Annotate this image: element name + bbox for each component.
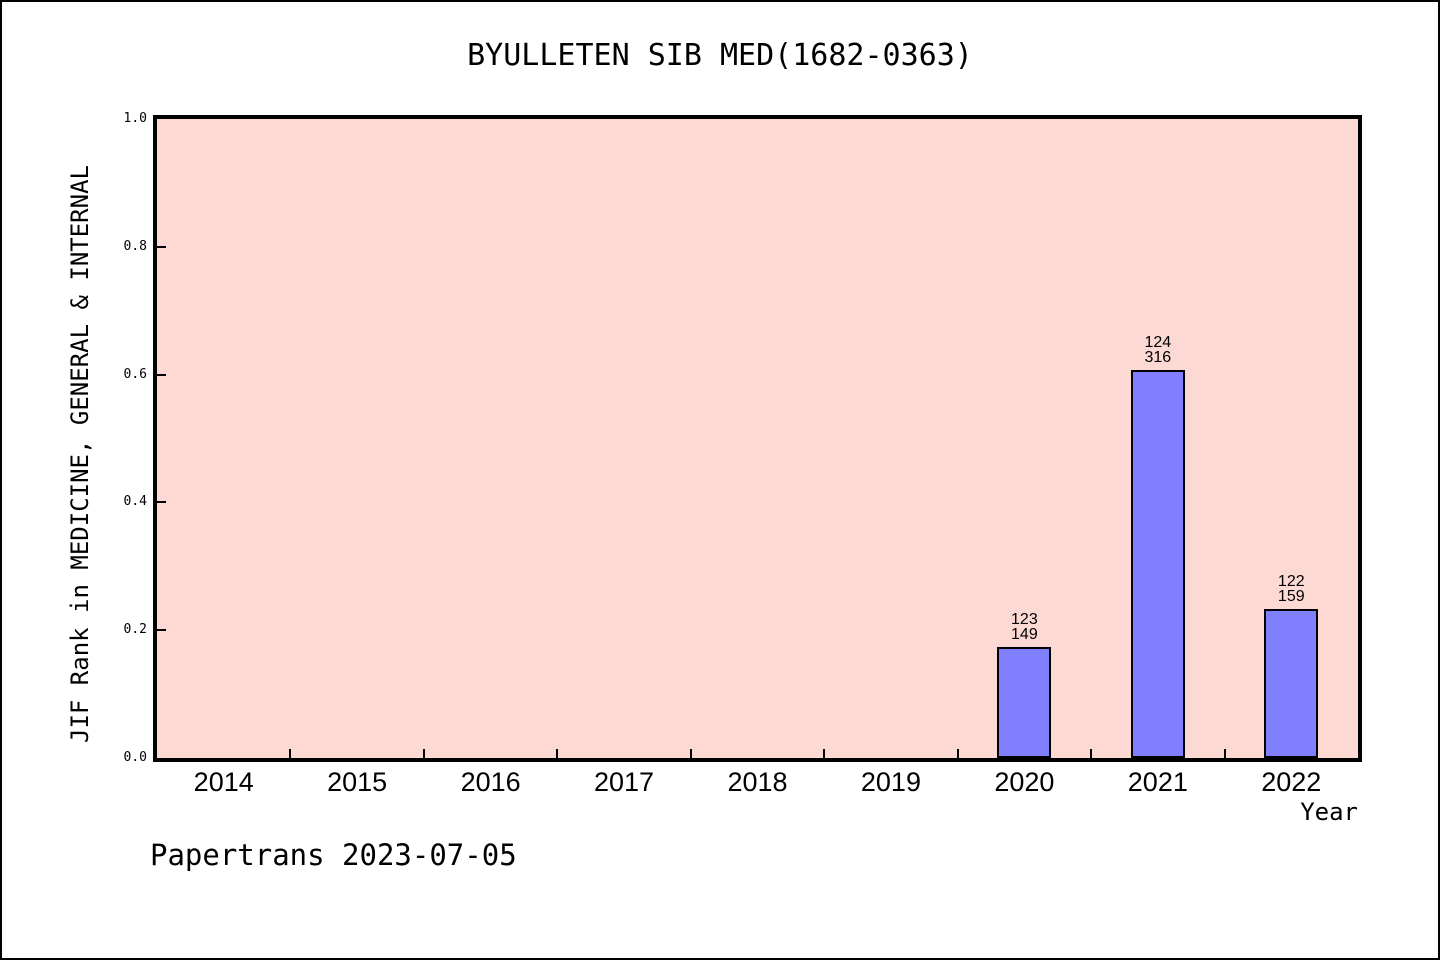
- bar: [1264, 609, 1319, 758]
- y-tick-label: 0.2: [123, 622, 147, 638]
- y-tick-mark: [157, 373, 166, 376]
- x-tick-label: 2021: [1127, 767, 1188, 797]
- y-tick-label: 0.0: [123, 750, 147, 765]
- x-tick-mark: [689, 749, 692, 758]
- x-tick-label: 2018: [727, 767, 788, 797]
- bar-label: 122 159: [1277, 573, 1305, 606]
- x-tick-mark: [422, 749, 425, 758]
- x-tick-mark: [1090, 749, 1093, 758]
- bar-label: 123 149: [1011, 610, 1038, 643]
- x-tick-label: 2014: [193, 767, 254, 797]
- x-tick-mark: [289, 749, 292, 758]
- y-tick-mark: [157, 245, 166, 248]
- y-tick-mark: [157, 501, 166, 504]
- x-tick-label: 2016: [460, 767, 521, 797]
- x-tick-mark: [1223, 749, 1226, 758]
- y-tick-label: 1.0: [123, 111, 147, 126]
- x-tick-mark: [956, 749, 959, 758]
- x-tick-mark: [556, 749, 559, 758]
- y-tick-label: 0.4: [123, 494, 147, 510]
- y-tick-label: 0.6: [123, 366, 147, 382]
- x-axis-label: Year: [1300, 798, 1358, 826]
- x-tick-label: 2019: [860, 767, 921, 797]
- chart-title: BYULLETEN SIB MED(1682-0363): [467, 38, 973, 73]
- plot-area: 123 149 124 316 122 159: [153, 115, 1362, 762]
- bar: [1130, 369, 1185, 758]
- x-tick-label: 2022: [1261, 767, 1322, 797]
- x-tick-label: 2015: [327, 767, 388, 797]
- x-tick-label: 2017: [594, 767, 655, 797]
- footer-note: Papertrans 2023-07-05: [150, 838, 517, 872]
- bar-label: 124 316: [1144, 333, 1172, 366]
- bar: [997, 646, 1052, 758]
- x-tick-mark: [823, 749, 826, 758]
- y-tick-label: 0.8: [123, 238, 147, 254]
- y-tick-mark: [157, 629, 166, 632]
- x-tick-label: 2020: [994, 767, 1055, 797]
